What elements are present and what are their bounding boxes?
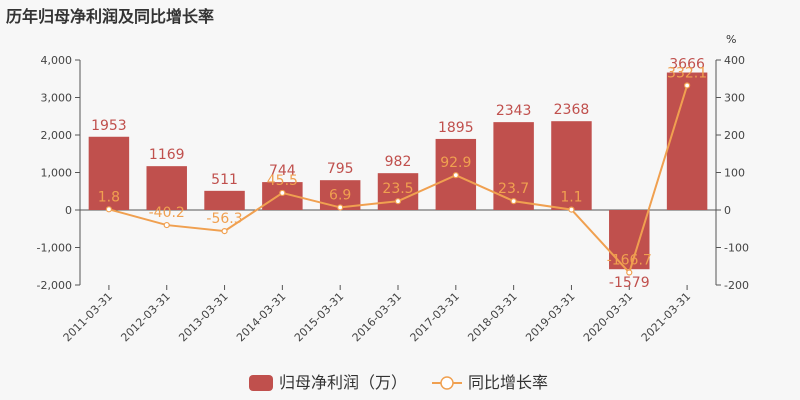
x-tick-label: 2017-03-31 bbox=[408, 290, 462, 344]
bar-value-label: 3666 bbox=[669, 57, 705, 73]
growth-value-label: 23.7 bbox=[498, 181, 529, 197]
bar bbox=[551, 121, 592, 210]
growth-point bbox=[337, 204, 344, 211]
growth-value-label: 332.1 bbox=[667, 65, 707, 81]
x-tick-label: 2021-03-31 bbox=[639, 290, 693, 344]
growth-point bbox=[105, 206, 113, 213]
bar-value-label: 1895 bbox=[438, 120, 474, 136]
x-tick-label: 2018-03-31 bbox=[465, 290, 519, 344]
growth-value-label: 1.8 bbox=[98, 189, 120, 205]
bar-value-label: 744 bbox=[269, 163, 296, 179]
growth-point bbox=[163, 221, 170, 229]
left-tick-label: 0 bbox=[65, 204, 72, 217]
growth-point bbox=[510, 198, 517, 205]
bar-value-label: 1169 bbox=[149, 147, 185, 163]
bar bbox=[88, 136, 130, 210]
growth-point bbox=[279, 189, 286, 197]
x-tick-label: 2013-03-31 bbox=[176, 290, 230, 344]
growth-value-label: 45.5 bbox=[267, 173, 298, 189]
growth-value-label: 92.9 bbox=[440, 155, 471, 171]
bar-value-label: 2343 bbox=[496, 103, 532, 119]
growth-point bbox=[683, 82, 691, 89]
right-tick-label: 200 bbox=[724, 129, 745, 142]
legend-line-marker bbox=[440, 376, 454, 390]
bar bbox=[609, 210, 650, 270]
bar bbox=[146, 166, 187, 210]
growth-point bbox=[221, 228, 228, 235]
bar-value-label: 511 bbox=[211, 172, 238, 188]
left-tick-label: 4,000 bbox=[41, 54, 73, 67]
legend-bar-swatch bbox=[249, 375, 273, 391]
x-tick-label: 2019-03-31 bbox=[523, 290, 577, 344]
left-tick-label: 3,000 bbox=[41, 92, 73, 105]
bar-value-label: -1579 bbox=[609, 275, 650, 291]
legend-bar-label: 归母净利润（万） bbox=[279, 373, 407, 392]
growth-value-label: -40.2 bbox=[149, 205, 185, 221]
growth-point bbox=[626, 269, 633, 276]
bar-value-label: 1953 bbox=[91, 118, 127, 134]
right-tick-label: -100 bbox=[724, 242, 749, 255]
bar-value-label: 2368 bbox=[554, 102, 590, 118]
right-tick-label: 300 bbox=[724, 92, 745, 105]
x-tick-label: 2011-03-31 bbox=[61, 290, 115, 344]
left-tick-label: -2,000 bbox=[37, 279, 72, 292]
x-tick-label: 2016-03-31 bbox=[350, 290, 404, 344]
x-tick-label: 2020-03-31 bbox=[581, 290, 635, 344]
right-tick-label: 0 bbox=[724, 204, 731, 217]
growth-value-label: 23.5 bbox=[382, 181, 413, 197]
x-tick-label: 2014-03-31 bbox=[234, 290, 288, 344]
right-axis-unit: % bbox=[726, 33, 736, 46]
chart-title: 历年归母净利润及同比增长率 bbox=[6, 7, 215, 26]
growth-value-label: 1.1 bbox=[560, 190, 582, 206]
growth-value-label: -56.3 bbox=[206, 211, 242, 227]
right-tick-label: 400 bbox=[724, 54, 745, 67]
right-tick-label: -200 bbox=[724, 279, 749, 292]
growth-point bbox=[568, 206, 575, 213]
growth-value-label: 6.9 bbox=[329, 187, 351, 203]
x-tick-label: 2015-03-31 bbox=[292, 290, 346, 344]
left-tick-label: 2,000 bbox=[41, 129, 73, 142]
left-tick-label: -1,000 bbox=[37, 242, 72, 255]
growth-point bbox=[394, 198, 402, 205]
bar bbox=[666, 72, 708, 211]
growth-point bbox=[452, 172, 459, 179]
bar-value-label: 982 bbox=[385, 154, 412, 170]
x-tick-label: 2012-03-31 bbox=[118, 290, 172, 344]
left-tick-label: 1,000 bbox=[41, 167, 73, 180]
bar-value-label: 795 bbox=[327, 161, 354, 177]
right-tick-label: 100 bbox=[724, 167, 745, 180]
bar bbox=[204, 190, 245, 210]
growth-value-label: -166.7 bbox=[607, 253, 652, 269]
legend-line-label: 同比增长率 bbox=[468, 373, 548, 392]
